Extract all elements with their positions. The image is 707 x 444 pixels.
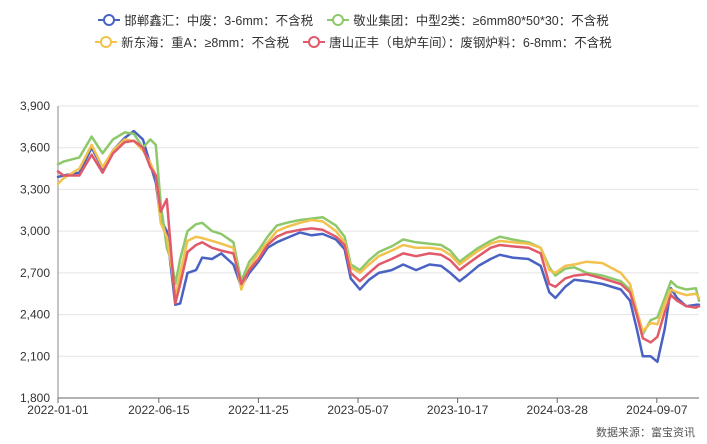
y-tick-label-2400: 2,400 bbox=[20, 308, 50, 322]
legend-row-2: 新东海：重A：≥8mm：不含税 唐山正丰（电炉车间）：废钢炉料：6-8mm：不含… bbox=[0, 32, 707, 51]
x-tick-label-2022-01-01: 2022-01-01 bbox=[27, 403, 89, 417]
series-line-xindonghai bbox=[56, 138, 701, 333]
x-tick-label-2023-10-17: 2023-10-17 bbox=[427, 403, 489, 417]
legend-marker-xindonghai bbox=[95, 35, 118, 48]
legend-label-tangshan: 唐山正丰（电炉车间）：废钢炉料：6-8mm：不含税 bbox=[329, 36, 612, 50]
series-lines bbox=[56, 129, 701, 364]
y-axis: 1,800 2,100 2,400 2,700 3,000 3,300 3,600 3,900 bbox=[20, 99, 59, 405]
x-tick-label-2023-05-07: 2023-05-07 bbox=[327, 403, 389, 417]
legend-item-xindonghai[interactable]: 新东海：重A：≥8mm：不含税 bbox=[95, 32, 289, 51]
legend-item-tangshan[interactable]: 唐山正丰（电炉车间）：废钢炉料：6-8mm：不含税 bbox=[303, 32, 612, 51]
y-tick-label-1800: 1,800 bbox=[20, 391, 50, 405]
y-tick-label-3000: 3,000 bbox=[20, 224, 50, 238]
series-line-jingye bbox=[56, 131, 701, 336]
y-tick-label-2700: 2,700 bbox=[20, 266, 50, 280]
y-tick-label-3900: 3,900 bbox=[20, 99, 50, 113]
legend: 邯郸鑫汇：中废：3-6mm：不含税 敬业集团：中型2类：≥6mm80*50*30… bbox=[0, 10, 707, 54]
y-tick-label-3600: 3,600 bbox=[20, 141, 50, 155]
x-axis: 2022-01-01 2022-06-15 2022-11-25 2023-05-07… bbox=[27, 397, 699, 417]
x-tick-label-2024-03-28: 2024-03-28 bbox=[527, 403, 589, 417]
y-tick-label-2100: 2,100 bbox=[20, 349, 50, 363]
legend-marker-tangshan bbox=[303, 35, 326, 48]
legend-item-handan[interactable]: 邯郸鑫汇：中废：3-6mm：不含税 bbox=[98, 10, 313, 29]
legend-label-xindonghai: 新东海：重A：≥8mm：不含税 bbox=[121, 36, 290, 50]
legend-item-jingye[interactable]: 敬业集团：中型2类：≥6mm80*50*30：不含税 bbox=[327, 10, 609, 29]
y-tick-label-3300: 3,300 bbox=[20, 182, 50, 196]
legend-label-jingye: 敬业集团：中型2类：≥6mm80*50*30：不含税 bbox=[353, 14, 609, 28]
series-line-tangshan bbox=[56, 139, 701, 344]
series-line-handan bbox=[56, 129, 701, 364]
legend-marker-handan bbox=[98, 13, 121, 26]
x-tick-label-2022-06-15: 2022-06-15 bbox=[128, 403, 190, 417]
legend-row-1: 邯郸鑫汇：中废：3-6mm：不含税 敬业集团：中型2类：≥6mm80*50*30… bbox=[0, 10, 707, 29]
x-tick-label-2024-09-07: 2024-09-07 bbox=[626, 403, 688, 417]
x-tick-label-2022-11-25: 2022-11-25 bbox=[228, 403, 289, 417]
legend-label-handan: 邯郸鑫汇：中废：3-6mm：不含税 bbox=[124, 14, 314, 28]
legend-marker-jingye bbox=[327, 13, 350, 26]
source-label: 数据来源：富宝资讯 bbox=[596, 427, 695, 439]
